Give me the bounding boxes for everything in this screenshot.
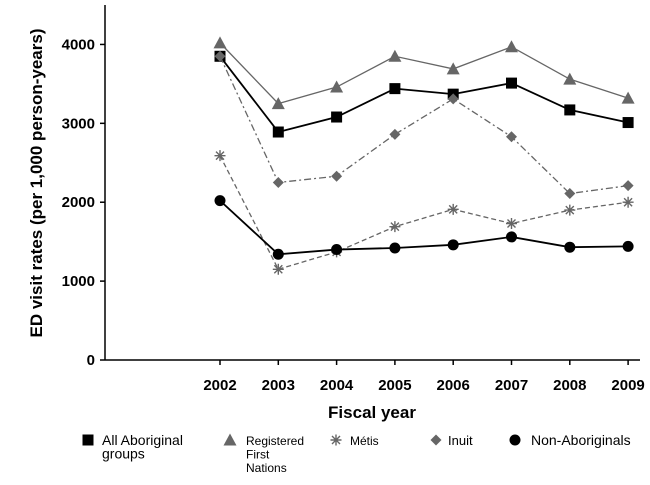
- data-point-all-aboriginal-groups: [389, 83, 401, 95]
- x-tick-label: 2002: [203, 377, 236, 394]
- series-line-inuit: [219, 56, 629, 195]
- data-point-inuit: [214, 50, 226, 62]
- legend-label-registered-first-nations: Nations: [246, 461, 287, 475]
- legend-marker-registered-first-nations: [223, 433, 237, 446]
- legend-marker-m-tis: [330, 434, 342, 446]
- x-tick-label: 2003: [262, 377, 295, 394]
- data-point-non-aboriginals: [564, 241, 576, 253]
- data-point-m-tis: [564, 204, 576, 216]
- data-point-registered-first-nations: [271, 97, 285, 110]
- series-line-m-tis: [219, 155, 629, 271]
- data-point-m-tis: [272, 263, 284, 275]
- legend-label-all-aboriginal-groups: groups: [102, 446, 145, 462]
- legend-marker-all-aboriginal-groups: [82, 434, 94, 446]
- legend-label-all-aboriginal-groups: All Aboriginal: [102, 432, 183, 448]
- data-point-m-tis: [506, 218, 517, 230]
- data-point-m-tis: [214, 150, 226, 162]
- legend-label-inuit: Inuit: [448, 433, 473, 448]
- y-tick-label: 1000: [62, 273, 95, 290]
- data-point-all-aboriginal-groups: [506, 77, 517, 89]
- data-point-non-aboriginals: [331, 244, 343, 256]
- legend-label-m-tis: Métis: [350, 434, 379, 448]
- data-point-all-aboriginal-groups: [622, 117, 634, 129]
- data-point-inuit: [389, 128, 401, 140]
- y-tick-label: 0: [87, 352, 95, 369]
- data-point-all-aboriginal-groups: [564, 104, 576, 116]
- x-tick-label: 2007: [495, 377, 528, 394]
- legend-marker-non-aboriginals: [509, 434, 521, 446]
- data-point-inuit: [272, 177, 284, 188]
- data-point-m-tis: [389, 221, 401, 233]
- data-point-inuit: [506, 131, 517, 143]
- x-axis-title: Fiscal year: [328, 403, 416, 422]
- data-point-non-aboriginals: [214, 195, 226, 207]
- data-point-registered-first-nations: [330, 80, 344, 93]
- data-point-inuit: [622, 180, 634, 192]
- data-point-registered-first-nations: [388, 49, 402, 62]
- series-line-non-aboriginals: [219, 199, 629, 256]
- series-line-all-aboriginal-groups: [219, 55, 629, 134]
- axes: 0 1000 2000 3000 4000 2002 2003 2004 2005 2006 200…: [62, 5, 645, 394]
- x-tick-label: 2004: [320, 377, 354, 394]
- data-point-non-aboriginals: [447, 239, 459, 251]
- legend-label-registered-first-nations: First: [246, 448, 270, 462]
- y-tick-label: 2000: [62, 194, 95, 211]
- data-point-non-aboriginals: [389, 242, 401, 254]
- x-tick-label: 2006: [437, 377, 470, 394]
- x-tick-label: 2005: [378, 377, 411, 394]
- data-point-inuit: [331, 170, 343, 182]
- data-point-registered-first-nations: [213, 36, 227, 49]
- data-point-inuit: [447, 93, 459, 105]
- data-point-registered-first-nations: [563, 72, 577, 85]
- data-point-registered-first-nations: [621, 91, 635, 104]
- y-axis-title: ED visit rates (per 1,000 person-years): [27, 29, 46, 338]
- data-point-m-tis: [622, 196, 634, 208]
- data-point-non-aboriginals: [622, 240, 634, 252]
- data-point-m-tis: [447, 203, 459, 215]
- data-point-registered-first-nations: [446, 62, 460, 75]
- data-point-registered-first-nations: [505, 40, 518, 53]
- plot-area: [213, 36, 635, 275]
- data-point-non-aboriginals: [272, 248, 284, 260]
- legend-marker-inuit: [430, 434, 442, 446]
- data-point-inuit: [564, 188, 576, 200]
- data-point-all-aboriginal-groups: [272, 126, 284, 138]
- y-tick-label: 4000: [62, 36, 95, 53]
- y-tick-label: 3000: [62, 115, 95, 132]
- series-line-registered-first-nations: [219, 42, 629, 105]
- x-tick-label: 2008: [553, 377, 586, 394]
- legend-label-non-aboriginals: Non-Aboriginals: [531, 432, 631, 448]
- x-tick-label: 2009: [611, 377, 644, 394]
- legend-label-registered-first-nations: Registered: [246, 434, 304, 448]
- data-point-non-aboriginals: [506, 231, 517, 243]
- data-point-all-aboriginal-groups: [331, 111, 343, 123]
